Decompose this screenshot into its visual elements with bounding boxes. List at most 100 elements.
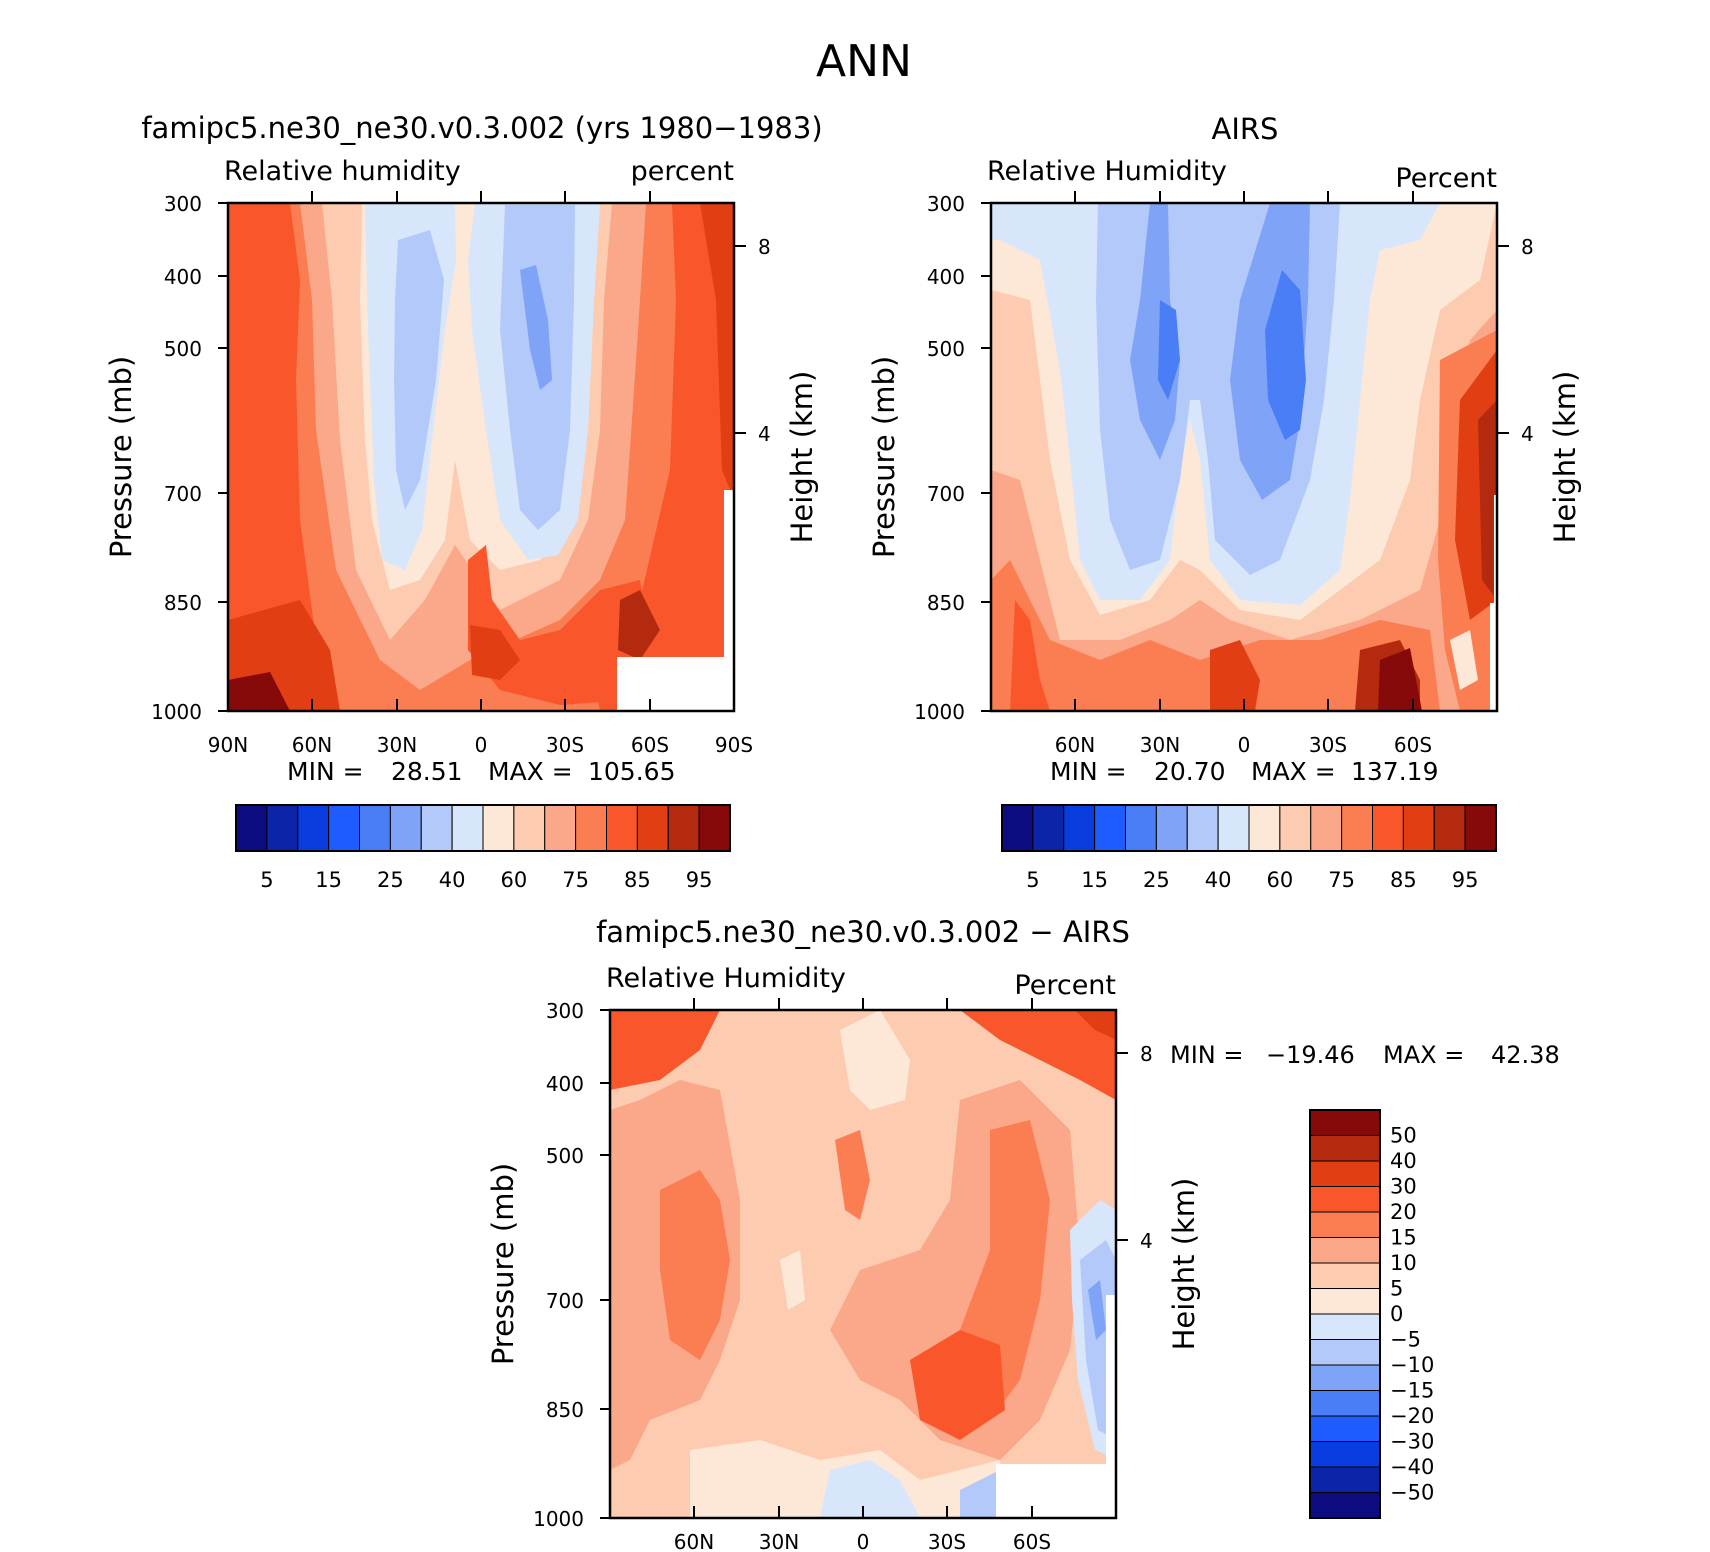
contour-fill-50-patch [1450, 630, 1478, 690]
x-tick-label-60S: 60S [1013, 1530, 1051, 1552]
panel-diff-variable-label: Relative Humidity [606, 963, 846, 994]
colorbar-swatch [606, 804, 638, 852]
colorbar-label: 40 [439, 868, 466, 892]
contour-fill-20-top-east [960, 1010, 1116, 1100]
panel-model-variable-label: Relative humidity [224, 156, 461, 187]
y2-axis-title: Height (km) [785, 371, 819, 544]
contour-fill-85-south [590, 203, 734, 711]
colorbar-swatch [1310, 804, 1343, 852]
contour-fill-90 [700, 203, 734, 500]
missing-data-region [1490, 603, 1497, 711]
colorbar-label: −50 [1390, 1481, 1434, 1505]
min-value: 28.51 [391, 757, 463, 786]
contour-fill-90-low [1210, 640, 1260, 711]
x-tick-label-0: 0 [475, 733, 488, 757]
panel-obs-title: AIRS [1212, 112, 1279, 146]
colorbar-label: 0 [1390, 1302, 1403, 1326]
contour-fill-max-pole [228, 672, 290, 711]
colorbar-label: 5 [260, 868, 273, 892]
y-tick-label-700: 700 [927, 482, 965, 506]
contour-fill-30-top [1075, 1010, 1116, 1040]
colorbar-swatch [1309, 1288, 1381, 1315]
y2-axis-title: Height (km) [1167, 1178, 1201, 1351]
colorbar-label: 30 [1390, 1175, 1417, 1199]
colorbar-swatch [1279, 804, 1312, 852]
y-tick-label-500: 500 [164, 337, 202, 361]
contour-fill-5-central [840, 1010, 910, 1110]
y-tick-label-300: 300 [927, 192, 965, 216]
y-tick-label-850: 850 [164, 591, 202, 615]
max-value: 137.19 [1351, 757, 1438, 786]
y-tick-label-300: 300 [164, 192, 202, 216]
min-label: MIN = [287, 757, 364, 786]
colorbar-swatch [1309, 1211, 1381, 1238]
panel-obs-contour-field [991, 203, 1497, 711]
panel-model-units-label: percent [631, 156, 734, 187]
contour-fill-0-low [820, 1460, 920, 1518]
y-tick-label-500: 500 [927, 337, 965, 361]
colorbar-label: 15 [1081, 868, 1108, 892]
max-label: MAX = [1383, 1041, 1464, 1069]
colorbar-label: 85 [624, 868, 651, 892]
y-tick-label-700: 700 [546, 1289, 584, 1313]
y2-axis-title: Height (km) [1548, 371, 1582, 544]
panel-obs: AIRS Relative Humidity Percent [867, 112, 1582, 786]
colorbar-swatch [328, 804, 360, 852]
colorbar-swatch [1155, 804, 1188, 852]
colorbar-swatch [1372, 804, 1404, 852]
colorbar-swatch [1309, 1237, 1381, 1264]
colorbar-label: 40 [1205, 868, 1232, 892]
contour-fill-5-patch [780, 1250, 805, 1310]
y-tick-label-850: 850 [546, 1398, 584, 1422]
colorbar-label: −40 [1390, 1455, 1434, 1479]
colorbar-label: 50 [1390, 1124, 1417, 1148]
x-tick-label-30N: 30N [1140, 733, 1180, 757]
contour-fill-neg10-east [1088, 1280, 1106, 1340]
min-value: 20.70 [1154, 757, 1226, 786]
max-value: 42.38 [1491, 1041, 1560, 1069]
panel-model-stats: MIN = 28.51 MAX = 105.65 [287, 757, 675, 786]
colorbar-swatch [1217, 804, 1250, 852]
colorbar-swatch [1309, 1415, 1381, 1442]
y2-tick-label-8: 8 [1140, 1042, 1153, 1066]
colorbar-label: 60 [501, 868, 528, 892]
panel-model-left-axis: 300 400 500 700 850 1000 Pressure (mb) [104, 192, 228, 724]
x-tick-label-60S: 60S [631, 733, 669, 757]
colorbar-swatch [544, 804, 577, 852]
contour-fill-15 [660, 1170, 730, 1360]
colorbar-swatch [1309, 1492, 1381, 1519]
y2-tick-label-4: 4 [758, 422, 771, 446]
colorbar-label: −10 [1390, 1353, 1434, 1377]
x-tick-label-0: 0 [1238, 733, 1251, 757]
contour-fill-max-low [1378, 648, 1422, 711]
panel-diff-left-axis: 300 400 500 700 850 1000 Pressure (mb) [486, 999, 610, 1531]
missing-data-region [996, 1464, 1116, 1518]
colorbar-swatch [1341, 804, 1373, 852]
y2-tick-label-4: 4 [1521, 422, 1534, 446]
colorbar-swatch [1032, 804, 1065, 852]
panel-diff-x-axis: 60N 30N 0 30S 60S [674, 998, 1051, 1552]
colorbar-swatch [1309, 1109, 1381, 1136]
contour-fill-20-top [610, 1010, 720, 1090]
colorbar-swatch [1309, 1135, 1381, 1162]
contour-fill-15-mid [835, 1130, 870, 1220]
panel-model: famipc5.ne30_ne30.v0.3.002 (yrs 1980−198… [104, 111, 823, 786]
colorbar-swatch [1309, 1466, 1381, 1493]
panel-obs-right-axis: 8 4 Height (km) [1497, 235, 1582, 543]
colorbar-swatch [1433, 804, 1466, 852]
contour-fill-40-west [394, 230, 444, 510]
colorbar-swatch [1309, 1390, 1381, 1417]
colorbar-swatch [1402, 804, 1435, 852]
y2-tick-label-8: 8 [1521, 235, 1534, 259]
colorbar-swatch [1001, 804, 1034, 852]
y-tick-label-500: 500 [546, 1144, 584, 1168]
colorbar-swatch [667, 804, 700, 852]
x-tick-label-30N: 30N [759, 1530, 799, 1552]
colorbar-obs: 5 15 25 40 60 75 85 95 [1001, 804, 1497, 892]
y-tick-label-400: 400 [164, 265, 202, 289]
colorbar-swatch [1309, 1364, 1381, 1391]
colorbar-label: −20 [1390, 1404, 1434, 1428]
x-tick-label-90S: 90S [715, 733, 753, 757]
